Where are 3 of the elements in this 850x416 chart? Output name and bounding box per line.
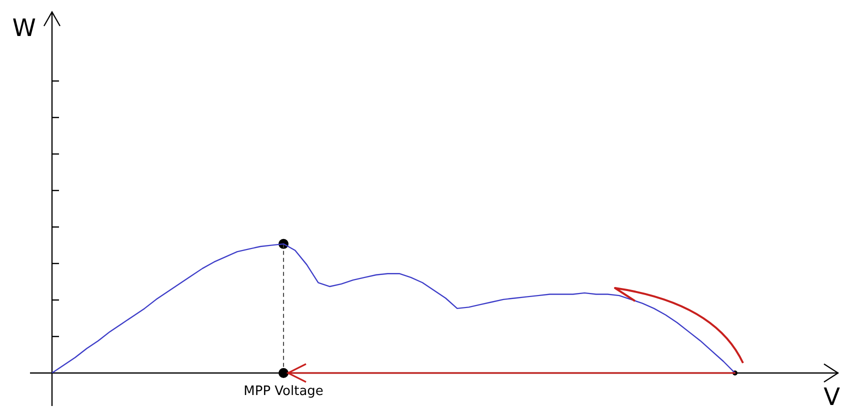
text: W	[12, 14, 36, 42]
x-axis-title: V	[824, 383, 841, 412]
annotation: MPP Voltage	[244, 384, 324, 399]
